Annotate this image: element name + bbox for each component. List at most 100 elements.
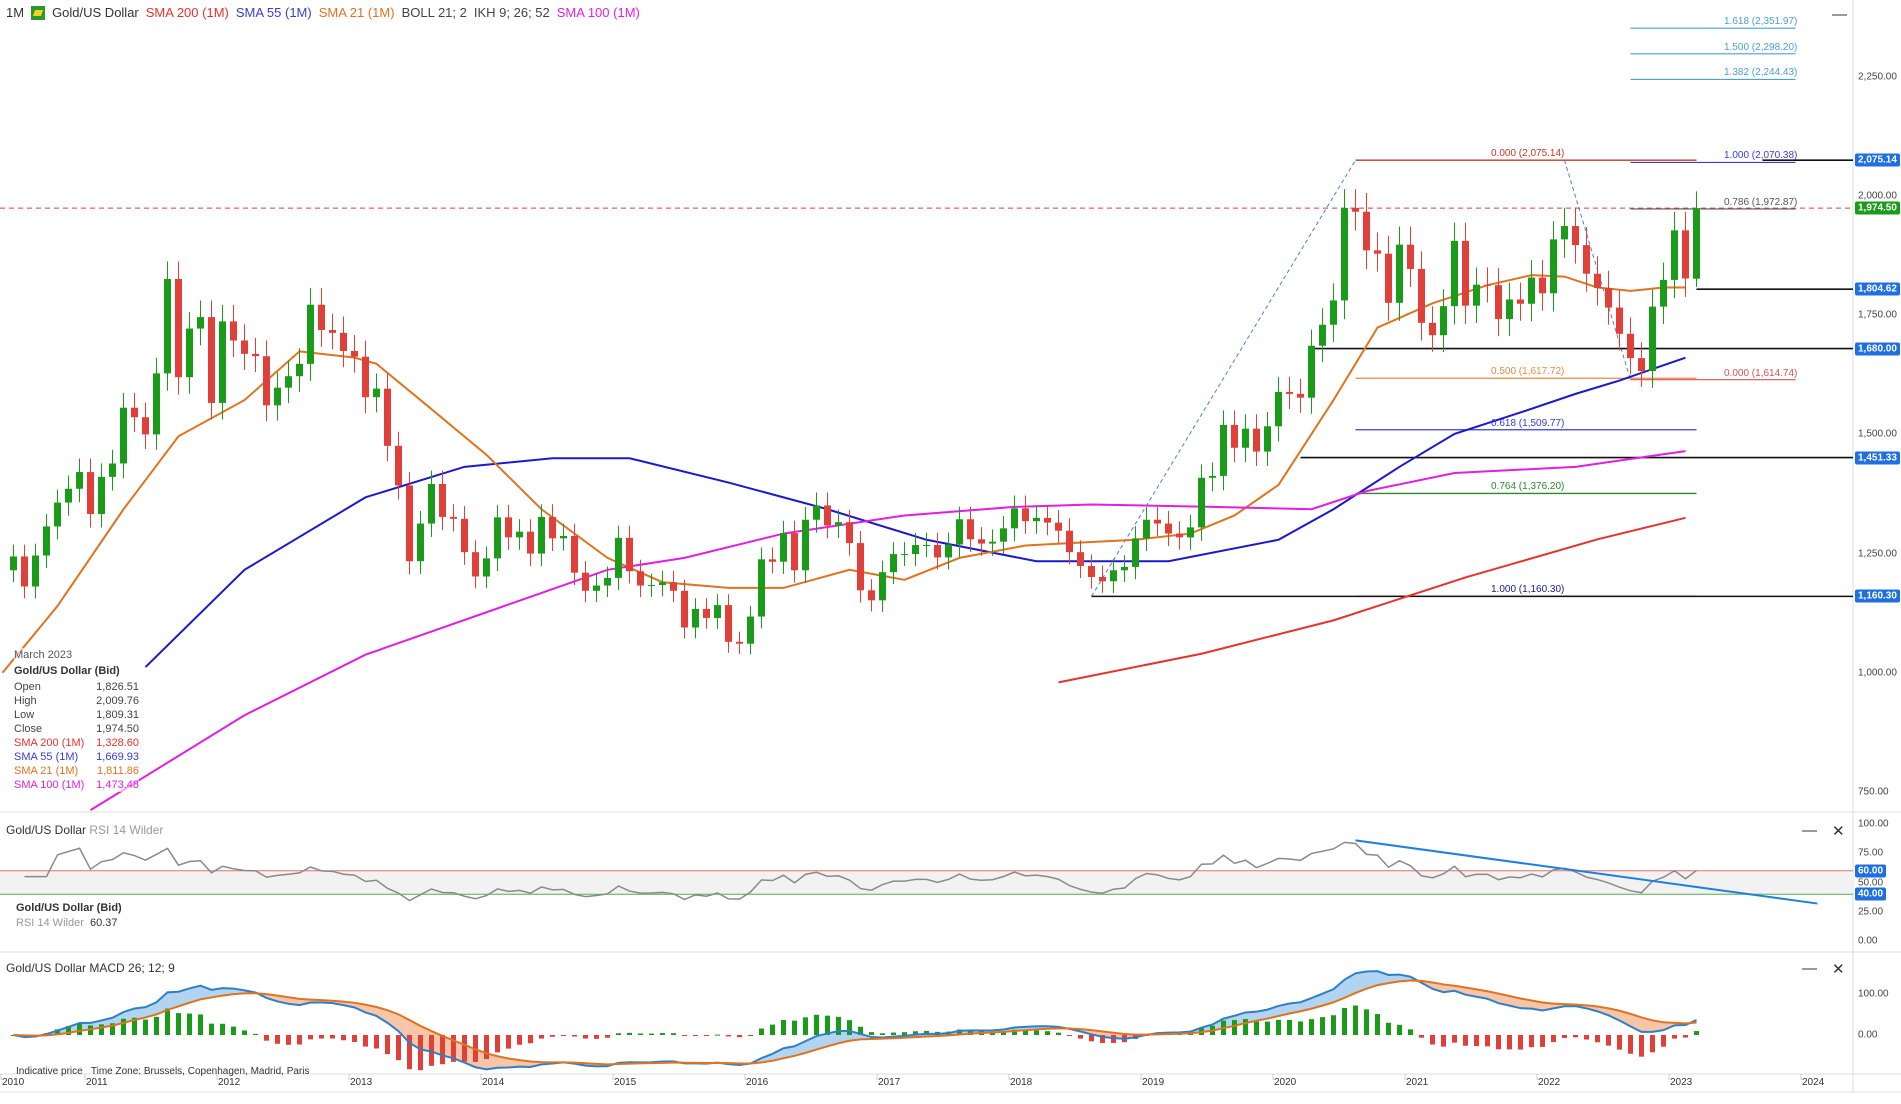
- candle[interactable]: [1209, 462, 1216, 492]
- candle[interactable]: [1528, 260, 1535, 322]
- candle[interactable]: [1077, 540, 1084, 578]
- candle[interactable]: [736, 631, 743, 654]
- candle[interactable]: [901, 542, 908, 566]
- candle[interactable]: [1418, 251, 1425, 341]
- candle[interactable]: [241, 324, 248, 371]
- candle[interactable]: [967, 506, 974, 552]
- candle[interactable]: [890, 542, 897, 585]
- candle[interactable]: [340, 316, 347, 368]
- candle[interactable]: [1011, 495, 1018, 542]
- minimize-rsi-button[interactable]: —: [1802, 822, 1817, 839]
- candle[interactable]: [1506, 282, 1513, 337]
- candle[interactable]: [670, 570, 677, 603]
- candle[interactable]: [1649, 289, 1656, 388]
- candle[interactable]: [1682, 211, 1689, 297]
- indicator-label[interactable]: BOLL 21; 2: [401, 5, 467, 20]
- candle[interactable]: [274, 372, 281, 421]
- candle[interactable]: [1550, 221, 1557, 312]
- candle[interactable]: [318, 287, 325, 347]
- candle[interactable]: [32, 543, 39, 599]
- candle[interactable]: [1220, 410, 1227, 491]
- candle[interactable]: [1616, 290, 1623, 351]
- candle[interactable]: [384, 373, 391, 462]
- candle[interactable]: [934, 532, 941, 570]
- candle[interactable]: [1451, 222, 1458, 325]
- candle[interactable]: [1671, 211, 1678, 299]
- candle[interactable]: [879, 560, 886, 612]
- candle[interactable]: [538, 504, 545, 567]
- candle[interactable]: [615, 525, 622, 591]
- candle[interactable]: [824, 492, 831, 539]
- candle[interactable]: [835, 509, 842, 539]
- candle[interactable]: [142, 402, 149, 450]
- candle[interactable]: [395, 431, 402, 500]
- candle[interactable]: [43, 513, 50, 568]
- candle[interactable]: [285, 360, 292, 404]
- candle[interactable]: [109, 449, 116, 491]
- candle[interactable]: [1253, 414, 1260, 466]
- candle[interactable]: [1055, 510, 1062, 544]
- candle[interactable]: [483, 546, 490, 589]
- candle[interactable]: [1319, 308, 1326, 363]
- candle[interactable]: [1110, 558, 1117, 593]
- candle[interactable]: [10, 544, 17, 583]
- candle[interactable]: [1275, 376, 1282, 442]
- candle[interactable]: [1473, 267, 1480, 323]
- candle[interactable]: [1000, 515, 1007, 555]
- candle[interactable]: [604, 566, 611, 597]
- minimize-main-button[interactable]: —: [1832, 6, 1847, 23]
- candle[interactable]: [978, 527, 985, 556]
- candle[interactable]: [945, 532, 952, 570]
- candle[interactable]: [494, 504, 501, 572]
- candle[interactable]: [439, 470, 446, 531]
- candle[interactable]: [582, 561, 589, 603]
- candle[interactable]: [164, 261, 171, 391]
- instrument-name[interactable]: Gold/US Dollar: [52, 5, 139, 20]
- minimize-macd-button[interactable]: —: [1802, 960, 1817, 977]
- candle[interactable]: [1660, 262, 1667, 325]
- candle[interactable]: [1165, 511, 1172, 547]
- candle[interactable]: [626, 525, 633, 584]
- candle[interactable]: [1627, 317, 1634, 375]
- candle[interactable]: [1308, 329, 1315, 414]
- timeframe-label[interactable]: 1M: [6, 5, 25, 20]
- candle[interactable]: [417, 511, 424, 574]
- indicator-label[interactable]: SMA 21 (1M): [318, 5, 395, 20]
- candle[interactable]: [1495, 267, 1502, 337]
- candle[interactable]: [1088, 554, 1095, 589]
- candle[interactable]: [912, 532, 919, 567]
- candle[interactable]: [703, 598, 710, 629]
- candle[interactable]: [923, 532, 930, 558]
- candle[interactable]: [769, 547, 776, 574]
- indicator-label[interactable]: SMA 100 (1M): [556, 5, 640, 20]
- indicator-label[interactable]: SMA 200 (1M): [145, 5, 229, 20]
- candle[interactable]: [659, 570, 666, 597]
- candle[interactable]: [1176, 521, 1183, 550]
- candle[interactable]: [1022, 495, 1029, 535]
- candle[interactable]: [1231, 410, 1238, 463]
- candle[interactable]: [1286, 376, 1293, 410]
- candle[interactable]: [857, 530, 864, 603]
- candle[interactable]: [296, 348, 303, 392]
- candle[interactable]: [1484, 267, 1491, 303]
- candle[interactable]: [956, 506, 963, 558]
- candle[interactable]: [1132, 526, 1139, 580]
- candle[interactable]: [472, 540, 479, 589]
- close-rsi-button[interactable]: ✕: [1832, 823, 1845, 840]
- trend-line-dashed[interactable]: [1091, 159, 1356, 597]
- candle[interactable]: [76, 458, 83, 503]
- candle[interactable]: [1264, 411, 1271, 467]
- candle[interactable]: [351, 334, 358, 373]
- candle[interactable]: [1121, 555, 1128, 582]
- candle[interactable]: [1242, 414, 1249, 463]
- candle[interactable]: [1066, 518, 1073, 565]
- candle[interactable]: [406, 472, 413, 575]
- candle[interactable]: [780, 520, 787, 575]
- candle[interactable]: [1517, 282, 1524, 321]
- candle[interactable]: [1363, 192, 1370, 270]
- candle[interactable]: [868, 579, 875, 612]
- candle[interactable]: [263, 340, 270, 422]
- candle[interactable]: [637, 559, 644, 598]
- candle[interactable]: [153, 357, 160, 450]
